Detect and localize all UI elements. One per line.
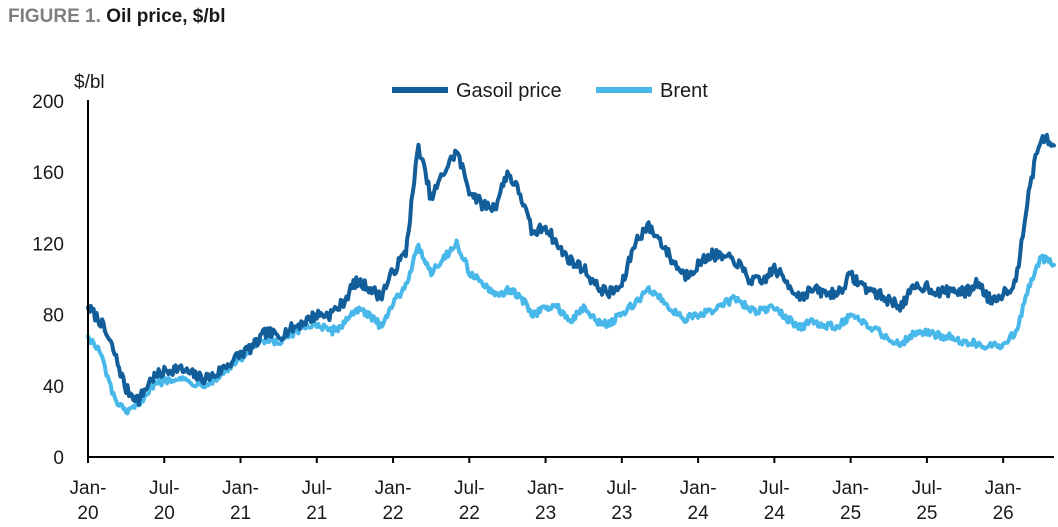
- legend-label-gasoil: Gasoil price: [456, 80, 562, 102]
- y-tick-label: 120: [32, 234, 64, 255]
- x-tick-label: Jan-23: [527, 478, 564, 524]
- y-tick-label: 80: [43, 306, 64, 327]
- x-tick-label: Jan-25: [832, 478, 869, 524]
- series-line-brent: [86, 238, 1056, 416]
- y-tick-label: 200: [32, 92, 64, 113]
- x-tick-label: Jan-21: [222, 478, 259, 524]
- series-layer: [86, 132, 1056, 416]
- x-tick-label: Jul-24: [759, 478, 790, 524]
- x-tick-label: Jan-20: [70, 478, 107, 524]
- x-tick-label: Jul-22: [454, 478, 485, 524]
- figure-title: FIGURE 1. Oil price, $/bl: [8, 6, 226, 28]
- y-tick-label: 0: [53, 448, 64, 469]
- x-tick-label: Jul-23: [607, 478, 638, 524]
- x-tick-label: Jan-22: [375, 478, 412, 524]
- y-tick-label: 40: [43, 377, 64, 398]
- y-tick-label: 160: [32, 163, 64, 184]
- x-tick-label: Jul-25: [912, 478, 943, 524]
- figure-number: FIGURE 1.: [8, 6, 101, 27]
- x-tick-label: Jan-26: [985, 478, 1022, 524]
- legend: Gasoil price Brent: [392, 80, 708, 102]
- series-line-gasoil: [86, 132, 1056, 407]
- axes-layer: 0 40 80 120 160 200 $/bl Jan-20 Jul-20 Jan-21 Jul-…: [32, 72, 1054, 524]
- legend-label-brent: Brent: [660, 80, 708, 102]
- x-tick-label: Jan-24: [680, 478, 717, 524]
- x-tick-label: Jul-21: [301, 478, 332, 524]
- figure-title-text: Oil price, $/bl: [106, 6, 226, 27]
- x-tick-label: Jul-20: [149, 478, 180, 524]
- y-axis-unit-label: $/bl: [74, 72, 105, 93]
